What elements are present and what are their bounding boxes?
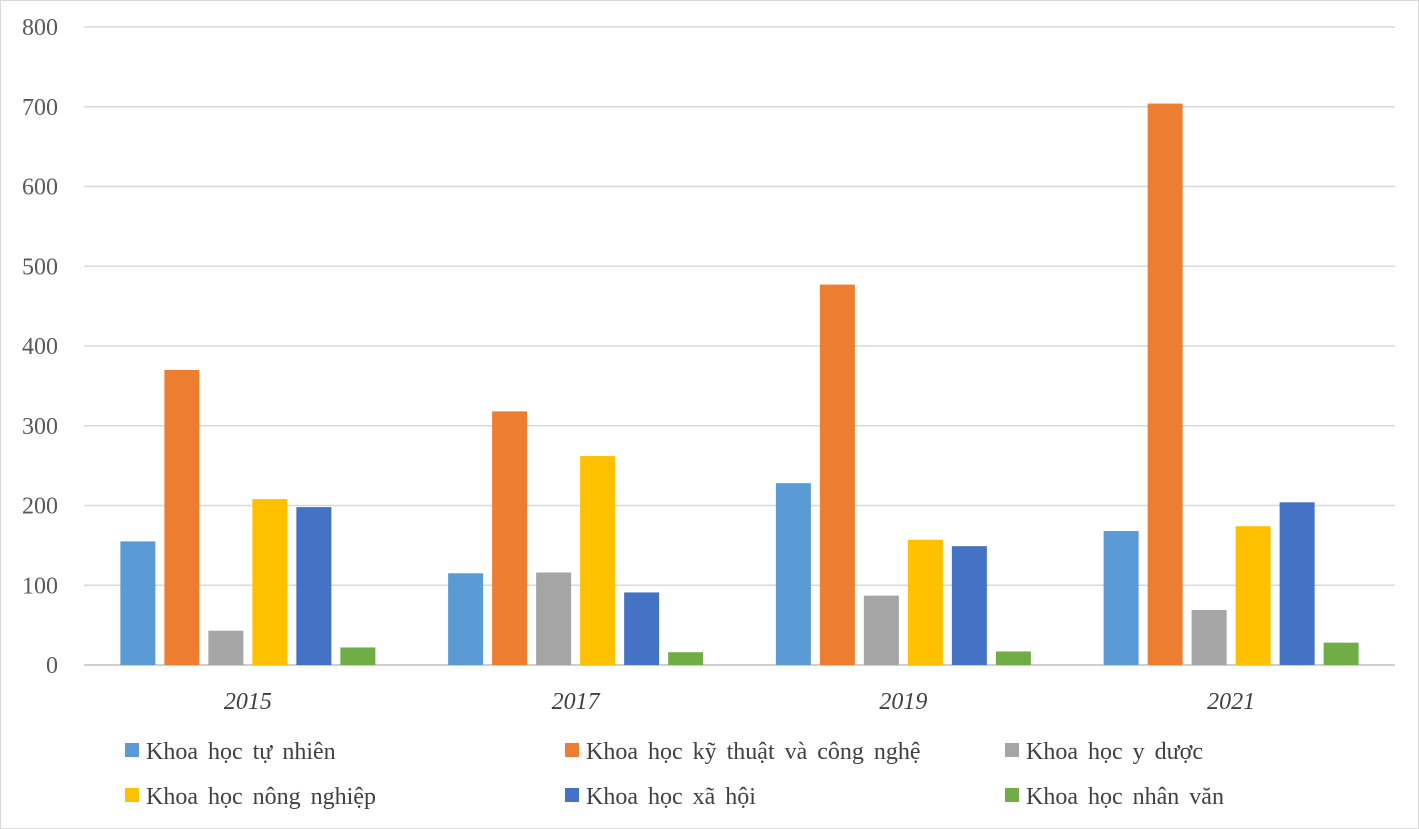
bar — [536, 572, 572, 665]
bar — [668, 652, 704, 665]
y-tick-label: 800 — [22, 15, 58, 41]
bar — [995, 651, 1031, 665]
legend-swatch — [565, 788, 579, 802]
bar — [1103, 531, 1139, 665]
x-axis: 2015 2017 2019 2021 — [224, 689, 1255, 715]
bar — [448, 573, 484, 665]
bar — [252, 499, 288, 665]
bar — [1191, 609, 1227, 665]
bar — [819, 284, 855, 665]
legend-swatch — [125, 743, 139, 757]
bar — [120, 541, 156, 665]
legend-item: Khoa học y dược — [1005, 739, 1203, 765]
y-tick-label: 500 — [22, 254, 58, 280]
bar — [775, 483, 811, 665]
y-tick-label: 400 — [22, 334, 58, 360]
legend-item: Khoa học nông nghiệp — [125, 784, 376, 810]
bar — [1279, 502, 1315, 665]
legend-label: Khoa học y dược — [1026, 739, 1203, 765]
bar — [208, 630, 244, 665]
bar — [492, 411, 528, 665]
legend-swatch — [125, 788, 139, 802]
legend: Khoa học tự nhiên Khoa học kỹ thuật và cô… — [125, 739, 1224, 810]
legend-item: Khoa học kỹ thuật và công nghệ — [565, 739, 921, 765]
legend-label: Khoa học nông nghiệp — [146, 784, 376, 810]
y-tick-label: 0 — [46, 653, 58, 679]
bar — [296, 507, 332, 665]
bar — [624, 592, 660, 665]
bar — [951, 546, 987, 665]
legend-swatch — [565, 743, 579, 757]
y-tick-label: 700 — [22, 95, 58, 121]
y-tick-label: 100 — [22, 573, 58, 599]
legend-label: Khoa học xã hội — [586, 784, 756, 810]
bar — [1147, 103, 1183, 665]
legend-item: Khoa học tự nhiên — [125, 739, 336, 765]
bar — [580, 456, 616, 665]
legend-swatch — [1005, 788, 1019, 802]
bar — [863, 595, 899, 665]
y-axis-ticks: 0 100 200 300 400 500 600 700 800 — [22, 15, 58, 679]
legend-label: Khoa học kỹ thuật và công nghệ — [586, 739, 921, 765]
x-tick-label: 2019 — [879, 689, 927, 715]
bar — [1323, 642, 1359, 665]
y-tick-label: 600 — [22, 175, 58, 201]
bar — [164, 369, 200, 665]
y-tick-label: 300 — [22, 414, 58, 440]
x-tick-label: 2021 — [1207, 689, 1255, 715]
x-tick-label: 2017 — [552, 689, 601, 715]
bars — [120, 103, 1359, 665]
y-tick-label: 200 — [22, 494, 58, 520]
legend-label: Khoa học nhân văn — [1026, 784, 1224, 810]
bar — [907, 539, 943, 665]
bar — [340, 647, 376, 665]
x-tick-label: 2015 — [224, 689, 272, 715]
legend-item: Khoa học xã hội — [565, 784, 756, 810]
legend-swatch — [1005, 743, 1019, 757]
bar — [1235, 526, 1271, 665]
legend-item: Khoa học nhân văn — [1005, 784, 1224, 810]
legend-label: Khoa học tự nhiên — [146, 739, 336, 765]
